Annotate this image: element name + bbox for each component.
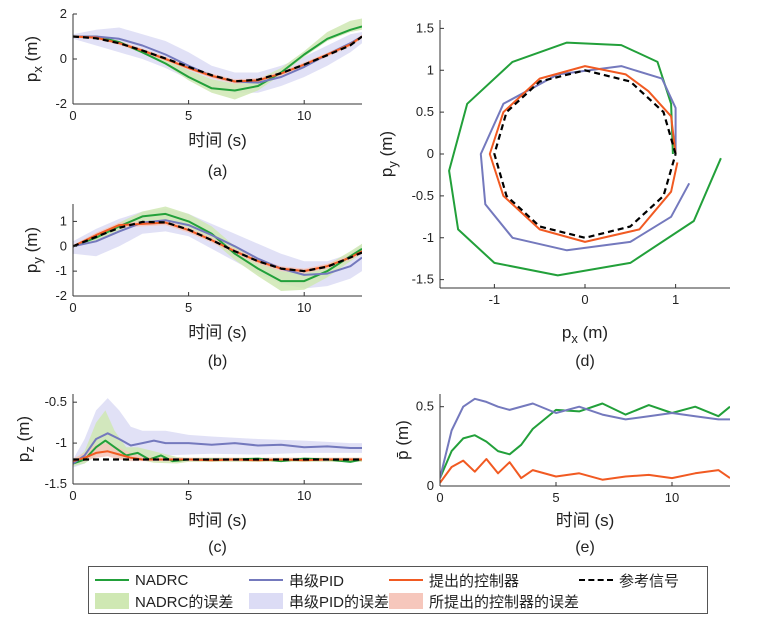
series-prop (488, 65, 679, 243)
y-tick-label: 1 (427, 62, 434, 77)
band-pid (73, 27, 362, 93)
legend-swatch-pid-error (249, 593, 283, 609)
y-axis-label: pz (m) (14, 416, 37, 462)
legend-item-pid-error: 串级PID的误差 (249, 591, 389, 611)
series-nadrc (448, 41, 722, 277)
band-prop (73, 34, 362, 84)
legend-label: NADRC的误差 (135, 593, 234, 611)
legend-label: 参考信号 (619, 572, 680, 590)
y-tick-label: -2 (55, 288, 67, 303)
legend-label: 所提出的控制器的误差 (429, 593, 580, 611)
panel-c-plot (73, 398, 362, 468)
y-tick-label: -1 (55, 263, 67, 278)
y-tick-label: 2 (60, 6, 67, 21)
y-tick-label: -1 (422, 230, 434, 245)
legend-item-pid: 串级PID (249, 570, 344, 590)
x-tick-label: 10 (297, 300, 311, 315)
series-nadrc (440, 402, 730, 479)
y-tick-label: -1.5 (45, 476, 67, 491)
legend-item-nadrc: NADRC (95, 570, 188, 590)
x-axis-label: 时间 (s) (188, 323, 247, 342)
legend: NADRC 串级PID 提出的控制器 参考信号 NADRC的误差 串级PID的误… (88, 566, 708, 614)
x-tick-label: -1 (489, 292, 501, 307)
panel-caption: (a) (208, 163, 228, 180)
x-axis-label: 时间 (s) (188, 511, 247, 530)
band-nadrc (73, 18, 362, 100)
y-axis-label: py (m) (377, 131, 400, 177)
legend-label: NADRC (135, 571, 189, 589)
legend-label: 串级PID的误差 (289, 593, 390, 611)
panel-b-plot (73, 206, 362, 291)
y-axis-label: p̄ (m) (393, 420, 412, 460)
series-ref (493, 69, 677, 239)
x-tick-label: 5 (185, 108, 192, 123)
x-tick-label: 0 (581, 292, 588, 307)
panel-e-plot (440, 397, 730, 484)
x-tick-label: 0 (69, 488, 76, 503)
y-tick-label: -0.5 (45, 394, 67, 409)
series-prop (440, 458, 730, 484)
y-tick-label: -1 (55, 435, 67, 450)
panel-a-plot (73, 18, 362, 100)
series-ref (73, 35, 362, 83)
x-tick-label: 10 (297, 488, 311, 503)
panel-caption: (d) (575, 353, 595, 370)
x-axis-label: 时间 (s) (188, 131, 247, 150)
x-tick-label: 0 (69, 300, 76, 315)
y-tick-label: 0 (427, 146, 434, 161)
x-tick-label: 10 (665, 490, 679, 505)
y-tick-label: 1 (60, 213, 67, 228)
x-axis-label: px (m) (562, 323, 608, 346)
series-pid (479, 65, 691, 252)
legend-item-nadrc-error: NADRC的误差 (95, 591, 233, 611)
legend-swatch-nadrc-error (95, 593, 129, 609)
legend-label: 串级PID (289, 572, 345, 590)
legend-item-ref: 参考信号 (579, 570, 679, 590)
y-tick-label: 0 (427, 478, 434, 493)
series-pid (73, 432, 362, 465)
x-tick-label: 5 (185, 300, 192, 315)
series-pid (440, 397, 730, 479)
x-tick-label: 0 (436, 490, 443, 505)
y-tick-label: 0.5 (416, 104, 434, 119)
x-tick-label: 5 (552, 490, 559, 505)
y-tick-label: 0.5 (416, 399, 434, 414)
legend-item-prop-error: 所提出的控制器的误差 (389, 591, 579, 611)
y-tick-label: -0.5 (412, 188, 434, 203)
x-axis-label: 时间 (s) (556, 511, 615, 530)
x-tick-label: 0 (69, 108, 76, 123)
legend-label: 提出的控制器 (429, 572, 520, 590)
panel-d-plot (448, 41, 722, 277)
y-tick-label: -2 (55, 96, 67, 111)
panel-caption: (e) (575, 539, 595, 556)
legend-swatch-pid (249, 579, 283, 581)
panel-caption: (c) (208, 539, 227, 556)
legend-swatch-ref (579, 579, 613, 581)
y-tick-label: 0 (60, 51, 67, 66)
x-tick-label: 10 (297, 108, 311, 123)
legend-swatch-prop (389, 579, 423, 581)
series-ref (73, 220, 362, 273)
legend-swatch-prop-error (389, 593, 423, 609)
y-tick-label: -1.5 (412, 272, 434, 287)
panel-caption: (b) (208, 353, 228, 370)
y-axis-label: py (m) (22, 227, 45, 273)
x-tick-label: 5 (185, 488, 192, 503)
y-axis-label: px (m) (22, 36, 45, 82)
legend-item-prop: 提出的控制器 (389, 570, 519, 590)
band-nadrc (73, 410, 362, 466)
legend-swatch-nadrc (95, 579, 129, 581)
y-tick-label: 0 (60, 238, 67, 253)
y-tick-label: 1.5 (416, 20, 434, 35)
series-pid (73, 219, 362, 276)
x-tick-label: 1 (672, 292, 679, 307)
